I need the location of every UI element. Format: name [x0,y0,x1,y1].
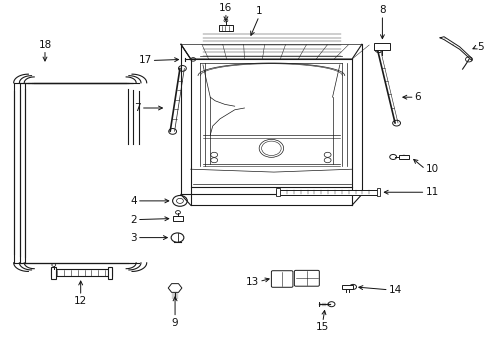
Text: 11: 11 [425,187,438,197]
FancyBboxPatch shape [294,270,319,286]
Bar [172,216,183,221]
Bar [373,43,389,50]
Text: 6: 6 [414,92,421,102]
Polygon shape [439,37,471,60]
Text: 1: 1 [255,6,262,16]
Text: 14: 14 [388,285,401,295]
Bar [276,188,280,196]
Bar [51,267,56,279]
Bar [51,269,112,276]
Bar [107,267,112,279]
Text: 18: 18 [38,40,52,50]
Text: 7: 7 [134,103,141,113]
FancyBboxPatch shape [271,271,292,287]
Text: 5: 5 [476,42,483,52]
Text: 9: 9 [171,318,178,328]
Bar [219,25,232,31]
Bar [398,155,408,159]
Text: 17: 17 [138,55,151,66]
Text: 16: 16 [219,3,232,13]
Text: 15: 15 [315,322,329,332]
Bar [342,285,352,289]
Text: 8: 8 [378,5,385,15]
Text: 10: 10 [425,164,438,174]
Text: 3: 3 [130,233,137,243]
Text: 12: 12 [74,296,87,306]
Text: 4: 4 [130,196,137,206]
Text: 13: 13 [245,276,259,287]
Text: 2: 2 [130,215,137,225]
Bar [376,188,380,196]
Bar [276,190,378,195]
